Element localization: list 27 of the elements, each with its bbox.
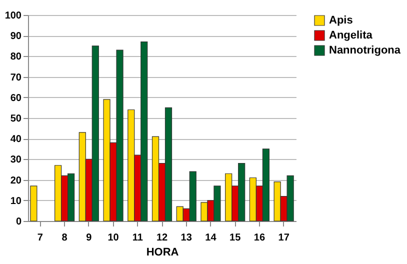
x-tick-label: 16	[254, 232, 266, 244]
y-tick-label: 20	[10, 175, 22, 186]
y-tick-label: 50	[10, 114, 22, 124]
x-tick-label: 13	[180, 232, 192, 244]
y-tick-label: 60	[10, 92, 22, 104]
x-tick-label: 15	[230, 232, 242, 244]
y-tick-label: 30	[10, 154, 22, 166]
x-tick-label: 12	[156, 232, 168, 244]
y-tick-label: 90	[10, 31, 22, 42]
legend-label: Angelita	[329, 30, 374, 42]
bar	[30, 186, 38, 222]
x-tick-label: 11	[132, 232, 144, 244]
y-tick-label: 40	[10, 134, 22, 146]
x-tick-label: 7	[37, 232, 44, 244]
x-tick-label: 8	[62, 232, 68, 244]
x-tick-label: 9	[86, 232, 92, 244]
y-tick-label: 100	[4, 10, 22, 22]
x-tick-label: 14	[205, 232, 217, 244]
legend-label: Nannotrigona	[329, 44, 402, 56]
legend-label: Apis	[329, 14, 353, 26]
y-tick-label: 70	[10, 72, 22, 84]
y-tick-label: 80	[10, 52, 22, 63]
x-tick-label: 10	[108, 232, 120, 244]
x-tick-label: 17	[278, 232, 290, 244]
x-axis-title: HORA	[146, 246, 179, 258]
y-tick-label: 0	[16, 216, 22, 228]
y-tick-label: 10	[10, 196, 22, 207]
